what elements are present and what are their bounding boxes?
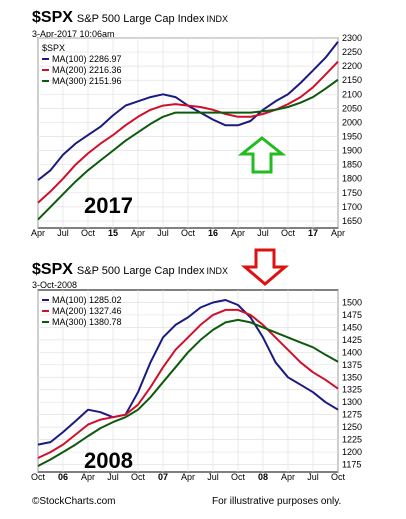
chart1-ytick-label: 2250 xyxy=(342,47,362,57)
chart1-ytick-label: 2150 xyxy=(342,75,362,85)
chart2-ytick-label: 1225 xyxy=(342,435,362,445)
chart2-ytick-label: 1350 xyxy=(342,372,362,382)
chart2-ytick-label: 1175 xyxy=(342,460,361,470)
chart2-xtick-label: Oct xyxy=(331,472,346,482)
chart2-xtick-label: Jul xyxy=(107,472,119,482)
chart2-legend-entry: MA(300) 1380.78 xyxy=(52,317,122,327)
chart1-xtick-label: Apr xyxy=(331,228,345,238)
chart2-xtick-label: 06 xyxy=(58,472,68,482)
chart1-xtick-label: Oct xyxy=(181,228,196,238)
chart1-ytick-label: 2300 xyxy=(342,33,362,43)
chart2-ytick-label: 1250 xyxy=(342,422,362,432)
chart1-plot: 1650 1700 1750 1800 1850 1900 1950 2000 2050 2100… xyxy=(31,33,362,238)
chart2-series-ma100 xyxy=(37,299,339,446)
chart2-ytick-label: 1450 xyxy=(342,322,362,332)
chart2-xtick-label: 08 xyxy=(258,472,268,482)
chart2-ytick-label: 1400 xyxy=(342,347,362,357)
chart2-year-label: 2008 xyxy=(84,448,133,473)
chart2-exchange: INDX xyxy=(206,266,229,276)
chart2-legend-entry: MA(200) 1327.46 xyxy=(52,306,122,316)
chart1-xtick-label: Apr xyxy=(31,228,45,238)
chart1-series-ma200 xyxy=(37,60,339,204)
chart1-xtick-label: 16 xyxy=(208,228,218,238)
chart1-xtick-label: Jul xyxy=(257,228,269,238)
chart1-ytick-label: 1750 xyxy=(342,188,362,198)
chart2-date: 3-Oct-2008 xyxy=(32,280,78,290)
chart1-xtick-label: 17 xyxy=(308,228,318,238)
chart1-ytick-label: 1900 xyxy=(342,146,362,156)
chart1-ytick-label: 1850 xyxy=(342,160,362,170)
chart2-series-ma300 xyxy=(37,318,339,467)
down-arrow-icon xyxy=(240,248,290,286)
chart2-ytick-label: 1300 xyxy=(342,397,362,407)
chart2-xtick-label: Apr xyxy=(81,472,95,482)
chart1-ytick-label: 2200 xyxy=(342,61,362,71)
chart1-ytick-label: 1650 xyxy=(342,216,362,226)
chart1-ytick-label: 2100 xyxy=(342,89,362,99)
chart2-xtick-label: Oct xyxy=(131,472,146,482)
chart1-series-ma300 xyxy=(37,78,339,221)
chart2-name: S&P 500 Large Cap Index xyxy=(76,265,205,277)
chart1-ytick-label: 1950 xyxy=(342,132,362,142)
chart1-ytick-label: 1800 xyxy=(342,174,362,184)
chart2-ytick-label: 1375 xyxy=(342,360,362,370)
chart1-exchange: INDX xyxy=(206,14,229,24)
chart1-legend-entry: MA(100) 2286.97 xyxy=(52,54,122,64)
chart1-symbol: $SPX xyxy=(32,9,73,26)
chart2-xtick-label: Apr xyxy=(181,472,195,482)
chart1-header: $SPX S&P 500 Large Cap Index INDX xyxy=(32,9,228,27)
chart1-legend-title: $SPX xyxy=(42,43,65,53)
chart2-xtick-label: Apr xyxy=(281,472,295,482)
chart1-xtick-label: Apr xyxy=(231,228,245,238)
footer-note: For illustrative purposes only. xyxy=(212,496,342,507)
chart1-xtick-label: Apr xyxy=(131,228,145,238)
chart2-xtick-label: Jul xyxy=(307,472,319,482)
chart1-xtick-label: Oct xyxy=(81,228,96,238)
chart1-ytick-label: 1700 xyxy=(342,202,362,212)
chart2-ytick-label: 1325 xyxy=(342,385,362,395)
chart2-ytick-label: 1200 xyxy=(342,447,362,457)
chart1-year-label: 2017 xyxy=(84,193,133,218)
chart2-header: $SPX S&P 500 Large Cap Index INDX xyxy=(32,261,228,279)
chart1-legend-entry: MA(200) 2216.36 xyxy=(52,65,122,75)
chart1-xtick-label: Jul xyxy=(157,228,169,238)
chart1-legend-entry: MA(300) 2151.96 xyxy=(52,76,122,86)
chart1-date: 3-Apr-2017 10:06am xyxy=(32,29,115,39)
chart1-ytick-label: 2050 xyxy=(342,103,362,113)
chart2-ytick-label: 1500 xyxy=(342,297,362,307)
chart2-ytick-label: 1425 xyxy=(342,335,362,345)
chart2-series-ma200 xyxy=(37,308,339,459)
footer-credit: ©StockCharts.com xyxy=(32,496,116,507)
chart1-ytick-label: 2000 xyxy=(342,117,362,127)
chart2-xtick-label: 07 xyxy=(158,472,168,482)
chart1-xtick-label: Oct xyxy=(281,228,296,238)
chart2-xtick-label: Jul xyxy=(207,472,219,482)
chart2-xtick-label: Oct xyxy=(231,472,246,482)
chart2-ytick-label: 1275 xyxy=(342,410,362,420)
chart2-legend-entry: MA(100) 1285.02 xyxy=(52,295,122,305)
up-arrow-icon xyxy=(237,136,287,174)
chart1-name: S&P 500 Large Cap Index xyxy=(76,13,205,25)
chart1-xtick-label: Jul xyxy=(57,228,69,238)
chart2-xtick-label: Oct xyxy=(31,472,46,482)
chart2-symbol: $SPX xyxy=(32,261,73,278)
chart1-xtick-label: 15 xyxy=(108,228,118,238)
chart2-ytick-label: 1475 xyxy=(342,310,362,320)
chart2-plot: 1175 1200 1225 1250 1275 1300 1325 1350 1375 1400… xyxy=(31,289,362,482)
